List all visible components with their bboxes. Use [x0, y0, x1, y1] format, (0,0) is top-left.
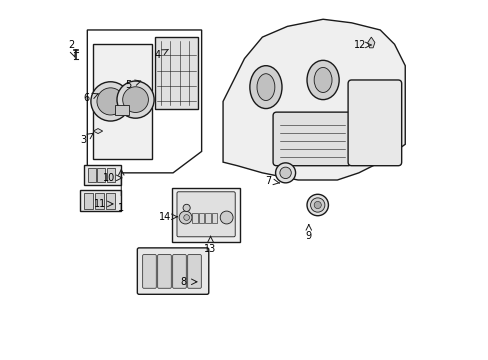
Circle shape	[91, 82, 130, 121]
Polygon shape	[223, 19, 405, 180]
Circle shape	[122, 87, 148, 112]
Text: 5: 5	[125, 80, 132, 90]
Text: 7: 7	[264, 176, 270, 186]
FancyBboxPatch shape	[107, 168, 115, 182]
FancyBboxPatch shape	[172, 255, 186, 288]
Text: 1: 1	[118, 203, 124, 212]
Circle shape	[179, 211, 192, 224]
Text: 4: 4	[155, 50, 161, 60]
FancyBboxPatch shape	[84, 165, 121, 185]
Polygon shape	[93, 44, 151, 158]
Circle shape	[117, 81, 154, 118]
FancyBboxPatch shape	[87, 168, 95, 182]
Polygon shape	[155, 37, 198, 109]
Text: 3: 3	[80, 135, 86, 145]
Text: 8: 8	[181, 277, 186, 287]
FancyBboxPatch shape	[137, 248, 208, 294]
Text: 14: 14	[159, 212, 171, 222]
FancyBboxPatch shape	[97, 168, 105, 182]
FancyBboxPatch shape	[106, 193, 115, 208]
FancyBboxPatch shape	[142, 255, 156, 288]
Circle shape	[279, 167, 291, 179]
FancyBboxPatch shape	[172, 188, 240, 242]
Text: 12: 12	[353, 40, 366, 50]
Text: 6: 6	[83, 93, 90, 103]
Circle shape	[97, 88, 124, 115]
Text: 13: 13	[204, 244, 216, 253]
Circle shape	[306, 194, 328, 216]
FancyBboxPatch shape	[272, 112, 351, 166]
FancyBboxPatch shape	[80, 190, 121, 211]
FancyBboxPatch shape	[198, 212, 203, 223]
Circle shape	[310, 198, 324, 212]
FancyBboxPatch shape	[205, 212, 210, 223]
FancyBboxPatch shape	[347, 80, 401, 166]
FancyBboxPatch shape	[95, 193, 104, 208]
Text: 2: 2	[68, 40, 74, 50]
FancyBboxPatch shape	[211, 212, 217, 223]
Polygon shape	[93, 129, 102, 134]
Ellipse shape	[313, 67, 331, 93]
Polygon shape	[367, 37, 374, 48]
Ellipse shape	[257, 74, 274, 100]
FancyBboxPatch shape	[157, 255, 171, 288]
Circle shape	[183, 204, 190, 211]
Ellipse shape	[306, 60, 339, 100]
Circle shape	[313, 202, 321, 208]
Circle shape	[275, 163, 295, 183]
FancyBboxPatch shape	[83, 193, 93, 208]
Text: 10: 10	[102, 173, 115, 183]
FancyBboxPatch shape	[187, 255, 201, 288]
Circle shape	[183, 215, 189, 220]
FancyBboxPatch shape	[115, 105, 129, 115]
FancyBboxPatch shape	[192, 212, 197, 223]
Ellipse shape	[249, 66, 282, 109]
Circle shape	[220, 211, 233, 224]
Text: 9: 9	[305, 231, 311, 242]
FancyBboxPatch shape	[177, 192, 235, 237]
Text: 11: 11	[94, 199, 106, 209]
